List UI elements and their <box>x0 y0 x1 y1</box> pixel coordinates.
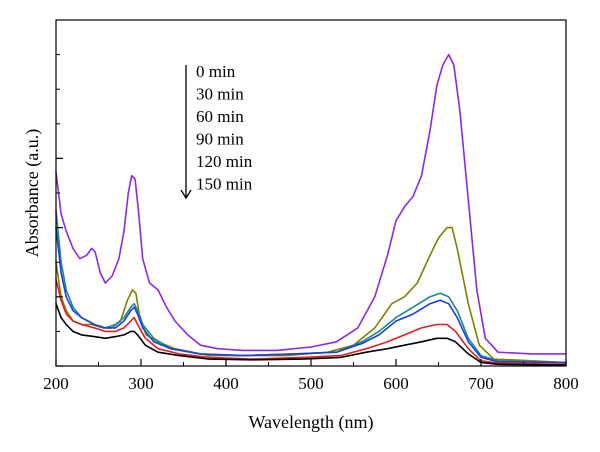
plot-frame <box>55 19 567 367</box>
series-line-120-min <box>55 278 567 366</box>
legend: 0 min 30 min 60 min 90 min 120 min 150 m… <box>180 62 253 200</box>
x-tick-label: 700 <box>468 374 494 393</box>
legend-entry: 120 min <box>196 152 253 171</box>
x-axis-label: Wavelength (nm) <box>248 412 373 433</box>
x-axis-ticks: 200 300 400 500 600 700 800 <box>43 359 579 393</box>
series-line-60-min <box>55 209 567 364</box>
y-axis-ticks <box>56 19 63 367</box>
legend-entry: 30 min <box>196 85 244 104</box>
legend-arrow-head <box>180 189 192 200</box>
x-tick-label: 200 <box>43 374 69 393</box>
x-tick-label: 500 <box>298 374 324 393</box>
x-tick-label: 800 <box>553 374 579 393</box>
series-line-0-min <box>55 53 567 355</box>
legend-entry: 90 min <box>196 130 244 149</box>
series-line-150-min <box>55 302 567 366</box>
x-tick-label: 400 <box>213 374 239 393</box>
series-line-90-min <box>55 226 567 364</box>
legend-entry: 60 min <box>196 107 244 126</box>
series-layer <box>55 53 567 366</box>
x-tick-label: 600 <box>383 374 409 393</box>
x-tick-label: 300 <box>128 374 154 393</box>
legend-entry: 150 min <box>196 175 253 194</box>
y-axis-label: Absorbance (a.u.) <box>22 129 43 257</box>
legend-entry: 0 min <box>196 62 236 81</box>
